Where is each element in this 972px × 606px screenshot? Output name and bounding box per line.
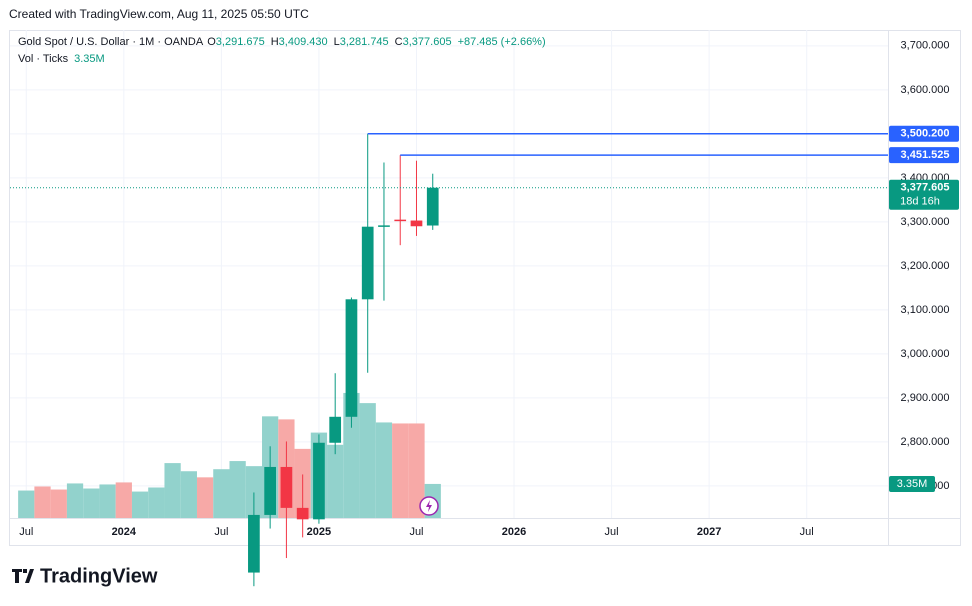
volume-bar: [392, 423, 409, 518]
candle-body: [248, 514, 260, 573]
y-tick-label: 2,900.000: [901, 392, 950, 404]
y-tick-label: 3,600.000: [901, 84, 950, 96]
volume-bar: [83, 488, 100, 518]
candle-body: [394, 219, 407, 222]
y-tick-label: 3,200.000: [901, 260, 950, 272]
volume-legend: Vol · Ticks 3.35M: [18, 53, 105, 65]
volume-tag: [889, 475, 935, 492]
tv-badge: [419, 496, 439, 516]
volume-bar: [343, 392, 360, 518]
y-tick-label: 3,000.000: [901, 348, 950, 360]
price-tag-label: 3,451.525: [901, 149, 950, 161]
x-tick-label: 2027: [697, 526, 721, 538]
legend-value: 3,377.605: [403, 36, 452, 48]
last-price-tag: [889, 179, 959, 210]
volume-bar: [229, 461, 246, 518]
volume-bar: [359, 403, 376, 518]
x-tick-label: 2025: [307, 526, 331, 538]
candle-body: [329, 416, 342, 443]
candle-body: [361, 226, 374, 300]
legend-key: O: [207, 36, 216, 48]
candle-body: [280, 466, 293, 508]
candles: [248, 133, 439, 587]
chart-frame: [9, 30, 961, 546]
volume-bar: [196, 477, 214, 518]
price-tag: [889, 147, 959, 164]
x-tick-label: Jul: [605, 526, 619, 538]
tv-logo: TradingView: [12, 565, 158, 587]
legend-value: 3,291.675: [216, 36, 265, 48]
volume-bar: [50, 489, 67, 518]
grid: 2,700.0002,800.0002,900.0003,000.0003,10…: [10, 30, 949, 538]
brand: TradingView: [40, 565, 158, 587]
y-tick-label: 3,100.000: [901, 304, 950, 316]
x-tick-label: Jul: [214, 526, 228, 538]
legend-key: L: [334, 36, 340, 48]
volume-bar: [115, 482, 132, 518]
volume-bar: [213, 469, 230, 518]
volume-bar: [34, 486, 51, 518]
candle-body: [410, 220, 423, 227]
candle-body: [313, 442, 325, 520]
logo-icon: [12, 569, 34, 583]
volume-tag-label: 3.35M: [897, 478, 928, 490]
volume-bar: [180, 471, 197, 518]
legend-value: 3,281.745: [340, 36, 389, 48]
legend-change: +87.485 (+2.66%): [458, 36, 546, 48]
y-tick-label: 3,700.000: [901, 40, 950, 52]
candle-body: [264, 466, 277, 515]
volume-bar: [408, 423, 425, 518]
countdown: 18d 16h: [900, 196, 940, 208]
volume-bar: [99, 484, 116, 518]
credit: Created with TradingView.com, Aug 11, 20…: [9, 7, 309, 21]
volume-bar: [327, 444, 344, 518]
x-tick-label: 2026: [502, 526, 526, 538]
legend-title: Gold Spot / U.S. Dollar · 1M · OANDA: [18, 36, 204, 48]
x-tick-label: Jul: [19, 526, 33, 538]
y-tick-label: 2,800.000: [901, 436, 950, 448]
x-tick-label: Jul: [409, 526, 423, 538]
price-tag-label: 3,500.200: [901, 128, 950, 140]
volume-bar: [131, 491, 149, 518]
volume-bar: [18, 490, 35, 518]
y-tick-label: 3,300.000: [901, 216, 950, 228]
volume-value: 3.35M: [74, 53, 105, 65]
candle-body: [345, 299, 358, 417]
legend-value: 3,409.430: [279, 36, 328, 48]
volume-bar: [375, 422, 393, 518]
volume-name: Vol · Ticks: [18, 53, 69, 65]
candle-body: [296, 507, 309, 520]
candle-body: [426, 187, 439, 226]
price-tag: [889, 125, 959, 142]
candle-body: [378, 225, 390, 227]
x-tick-label: Jul: [800, 526, 814, 538]
legend-key: H: [271, 36, 279, 48]
volume-bar: [148, 487, 165, 518]
volume-bar: [66, 483, 84, 518]
volume-bar: [245, 466, 263, 518]
badge-bolt: [426, 500, 432, 512]
legend-key: C: [395, 36, 403, 48]
last-price-label: 3,377.605: [901, 182, 950, 194]
legend: Gold Spot / U.S. Dollar · 1M · OANDA O3,2…: [18, 36, 546, 48]
volume-bar: [164, 463, 181, 518]
x-tick-label: 2024: [112, 526, 137, 538]
overlay: 3,500.200 3,451.525 3,377.605 18d 16h 3.35M: [10, 125, 959, 492]
